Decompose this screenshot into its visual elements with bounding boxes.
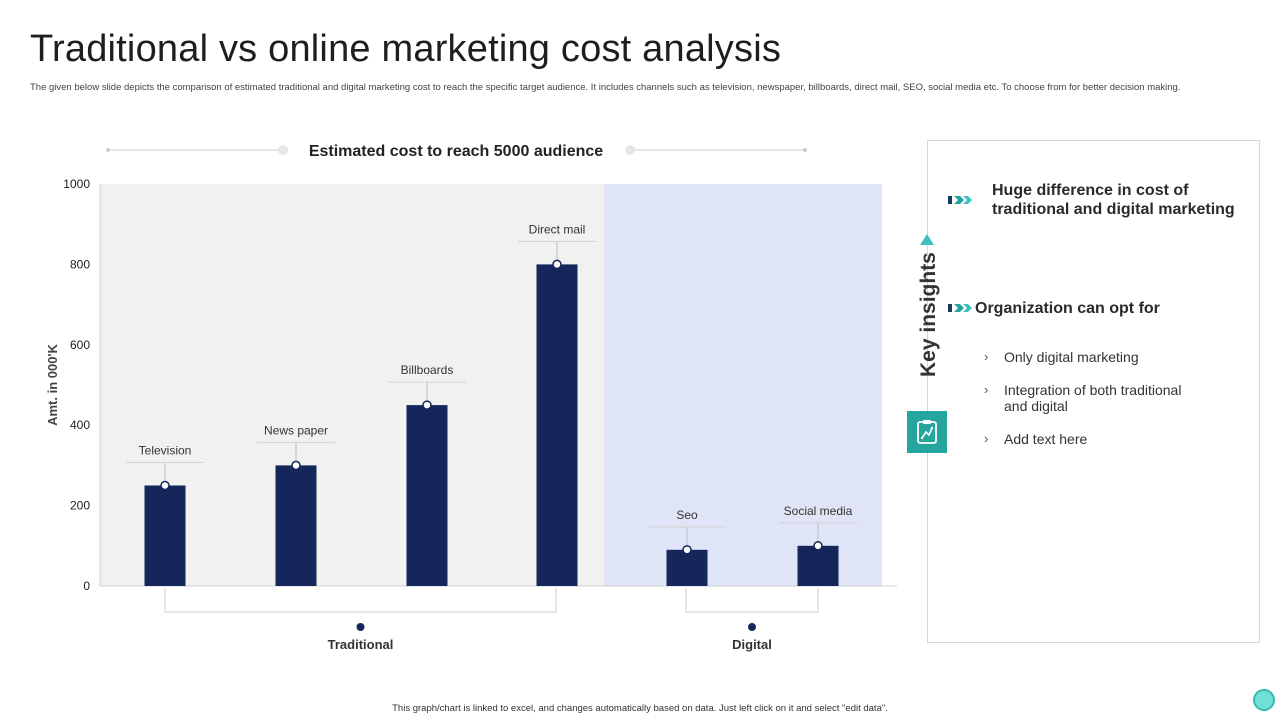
clipboard-chart-icon	[907, 411, 947, 453]
bar-chart: 0 200 400 600 800 1000 Amt. in 000'K Estimated …	[45, 143, 897, 652]
bar-value-marker	[813, 541, 823, 551]
bar-value-marker	[160, 480, 170, 491]
category-label: Television	[139, 444, 192, 458]
category-label: News paper	[264, 423, 328, 437]
y-tick-label: 600	[70, 338, 90, 352]
y-axis-title: Amt. in 000'K	[45, 343, 60, 425]
chevron-right-icon: ›	[984, 349, 989, 364]
bar	[144, 485, 186, 586]
bar	[666, 549, 708, 586]
bar	[275, 465, 317, 586]
corner-circle-icon	[1253, 689, 1275, 711]
key-insights-panel	[927, 140, 1260, 643]
title-decor-dot	[278, 145, 288, 155]
page-title: Traditional vs online marketing cost ana…	[30, 28, 782, 70]
insight-bullet-list: › Only digital marketing › Integration of …	[984, 349, 1234, 464]
footer-note: This graph/chart is linked to excel, and…	[392, 703, 888, 714]
digital-region-bg	[604, 184, 882, 586]
chevron-right-icon: ›	[984, 431, 989, 446]
y-tick-label: 400	[70, 418, 90, 432]
title-decor-dot	[803, 148, 807, 152]
bar-value-marker	[682, 545, 692, 555]
list-item: › Only digital marketing	[984, 349, 1234, 365]
group-label: Traditional	[328, 637, 394, 652]
category-label: Seo	[676, 508, 698, 522]
title-decor-dot	[625, 145, 635, 155]
y-tick-label: 800	[70, 257, 90, 271]
group-bracket	[164, 588, 557, 613]
arrow-bullet-icon	[948, 196, 972, 204]
insight-heading-1: Huge difference in cost of traditional a…	[992, 182, 1235, 218]
chevron-right-icon: ›	[984, 382, 989, 397]
group-marker-dot	[356, 623, 365, 631]
group-bracket	[685, 588, 819, 613]
key-insights-title: Key insights	[917, 252, 940, 377]
bullet-text: Add text here	[1004, 431, 1088, 447]
list-item: › Integration of both traditional and dig…	[984, 382, 1234, 414]
chart-title: Estimated cost to reach 5000 audience	[309, 143, 603, 160]
page-description: The given below slide depicts the compar…	[30, 82, 1181, 93]
bullet-text: Only digital marketing	[1004, 349, 1139, 365]
category-label: Direct mail	[529, 222, 586, 236]
category-label: Social media	[784, 504, 853, 518]
bar-value-marker	[552, 259, 562, 270]
category-label: Billboards	[401, 363, 454, 377]
y-tick-label: 0	[83, 579, 90, 593]
triangle-marker-icon	[920, 234, 934, 245]
bar-value-marker	[291, 460, 301, 471]
bar-value-marker	[422, 400, 432, 410]
insight-heading-2: Organization can opt for	[975, 300, 1160, 317]
arrow-bullet-icon	[948, 304, 972, 312]
group-marker-dot	[748, 623, 756, 631]
bar	[406, 405, 448, 586]
y-tick-label: 1000	[63, 177, 90, 191]
y-tick-label: 200	[70, 499, 90, 513]
group-label: Digital	[732, 637, 772, 652]
bar	[536, 264, 578, 586]
list-item: › Add text here	[984, 431, 1234, 447]
title-decor-dot	[106, 148, 110, 152]
bar	[797, 545, 839, 586]
bullet-text: Integration of both traditional and digi…	[1004, 382, 1182, 414]
